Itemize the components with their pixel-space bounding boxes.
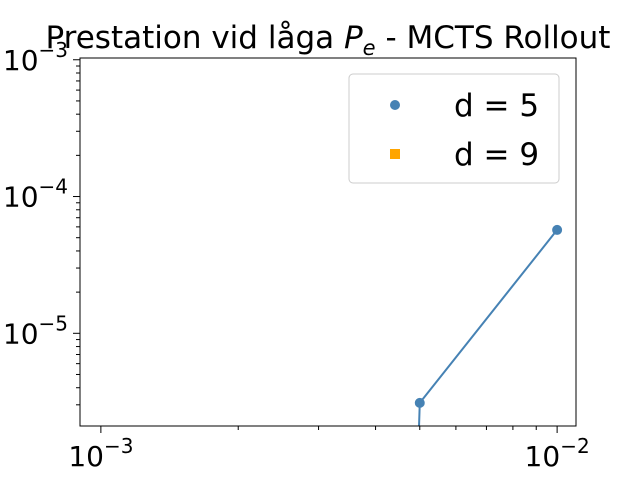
y-tick-label: 10−4 (3, 175, 68, 214)
plot-frame (79, 57, 577, 427)
marker (414, 397, 425, 408)
legend-box (348, 73, 560, 184)
legend-marker (390, 100, 400, 110)
series-line (418, 229, 558, 426)
x-tick-label: 10−3 (68, 434, 133, 473)
legend-marker (390, 149, 400, 159)
chart-title: Prestation vid låga Pe - MCTS Rollout (46, 20, 611, 60)
y-tick-label: 10−5 (3, 311, 68, 350)
x-tick-label: 10−2 (525, 434, 590, 473)
legend-label: d = 9 (454, 137, 539, 173)
y-tick-label: 10−3 (3, 38, 68, 77)
legend-label: d = 5 (454, 88, 539, 124)
marker (552, 224, 563, 235)
plot-area (414, 224, 563, 426)
x-axis-label: Pe (313, 474, 342, 480)
